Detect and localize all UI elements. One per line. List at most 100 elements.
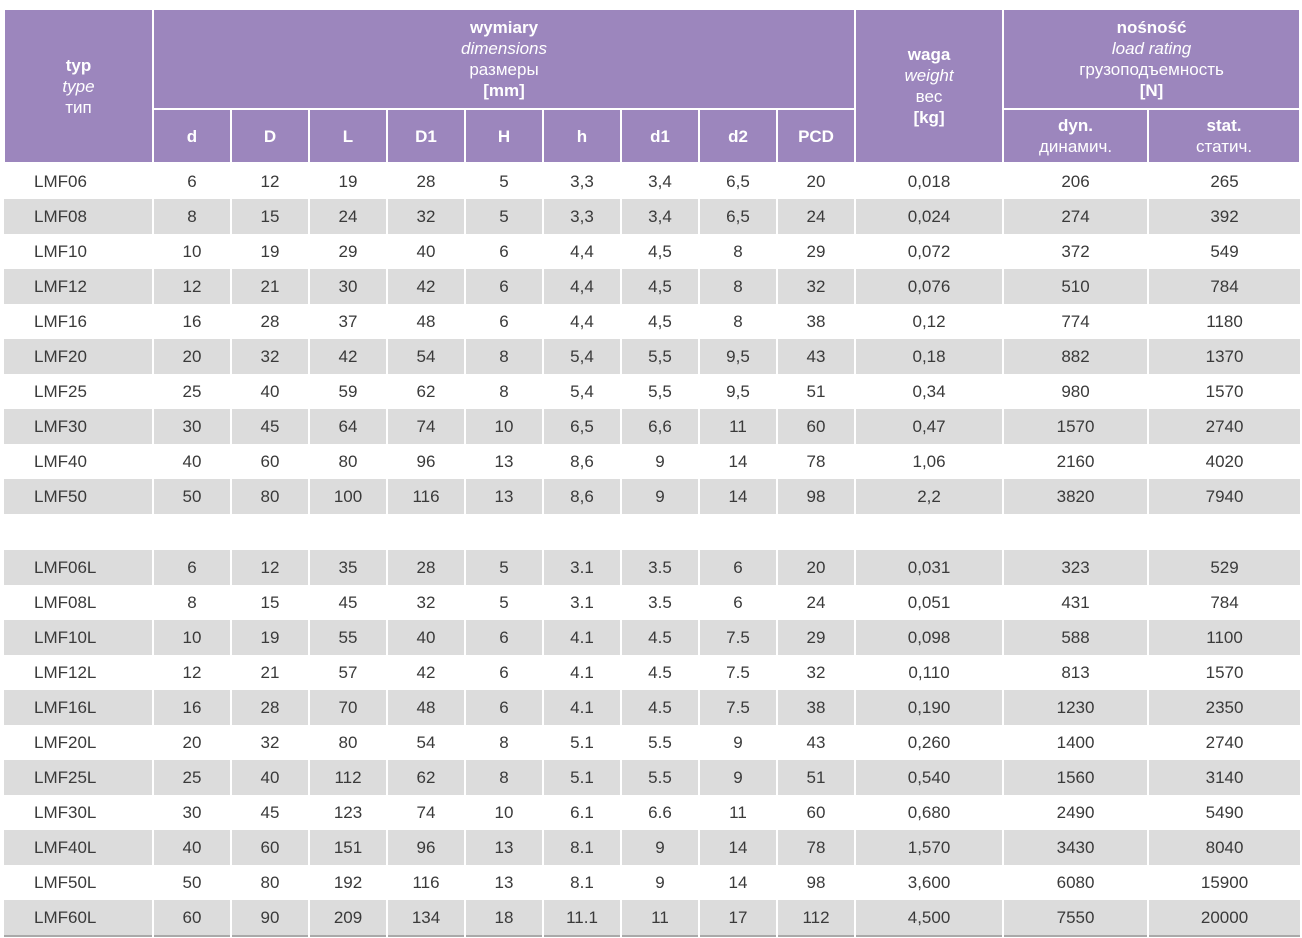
value-cell: 3430: [1002, 830, 1149, 865]
value-cell: 9: [620, 865, 699, 900]
header-weight: waga weight вес [kg]: [854, 8, 1005, 164]
value-cell: 0,34: [854, 374, 1004, 409]
value-cell: 3.5: [620, 550, 699, 585]
value-cell: 60: [775, 409, 856, 444]
value-cell: 20: [775, 163, 856, 199]
value-cell: 7.5: [698, 655, 777, 690]
value-cell: 784: [1147, 585, 1301, 620]
value-cell: 372: [1002, 234, 1149, 269]
header-col-PCD: PCD: [775, 108, 857, 164]
value-cell: 42: [386, 269, 465, 304]
type-cell: LMF06L: [4, 550, 153, 585]
value-cell: 5,5: [620, 339, 699, 374]
table-row: LMF16L 16 28 70 48 6 4.1 4.5 7.5 38 0,190 1230 2350: [4, 690, 1301, 725]
header-dimensions-ru: размеры: [469, 60, 539, 79]
value-cell: 9: [698, 760, 777, 795]
value-cell: 6: [464, 269, 543, 304]
value-cell: 13: [464, 479, 543, 514]
value-cell: 6,5: [698, 199, 777, 234]
value-cell: 78: [775, 830, 856, 865]
value-cell: 38: [775, 304, 856, 339]
value-cell: 5490: [1147, 795, 1301, 830]
value-cell: 21: [230, 269, 309, 304]
value-cell: 0,098: [854, 620, 1004, 655]
value-cell: 70: [308, 690, 387, 725]
value-cell: 43: [775, 339, 856, 374]
value-cell: 80: [308, 725, 387, 760]
value-cell: 3,3: [542, 199, 621, 234]
value-cell: 8.1: [542, 865, 621, 900]
value-cell: 0,110: [854, 655, 1004, 690]
value-cell: 11.1: [542, 900, 621, 936]
header-col-d2: d2: [698, 108, 778, 164]
type-cell: LMF60L: [4, 900, 153, 936]
value-cell: 0,024: [854, 199, 1004, 234]
type-cell: LMF50L: [4, 865, 153, 900]
value-cell: 6,5: [698, 163, 777, 199]
table-row: LMF06L 6 12 35 28 5 3.1 3.5 6 20 0,031 323 529: [4, 550, 1301, 585]
value-cell: 40: [386, 620, 465, 655]
header-load-en: load rating: [1111, 39, 1192, 58]
value-cell: 1230: [1002, 690, 1149, 725]
value-cell: 43: [775, 725, 856, 760]
value-cell: 45: [230, 795, 309, 830]
value-cell: 42: [386, 655, 465, 690]
value-cell: 3820: [1002, 479, 1149, 514]
value-cell: 8: [464, 374, 543, 409]
header-col-static: stat. статич.: [1147, 108, 1302, 164]
value-cell: 6.1: [542, 795, 621, 830]
value-cell: 28: [386, 550, 465, 585]
type-cell: LMF10L: [4, 620, 153, 655]
value-cell: 0,072: [854, 234, 1004, 269]
value-cell: 32: [230, 339, 309, 374]
value-cell: 265: [1147, 163, 1301, 199]
value-cell: 6: [464, 690, 543, 725]
value-cell: 274: [1002, 199, 1149, 234]
value-cell: 40: [152, 830, 231, 865]
value-cell: 8: [698, 234, 777, 269]
value-cell: 8: [152, 585, 231, 620]
type-cell: LMF12L: [4, 655, 153, 690]
value-cell: 37: [308, 304, 387, 339]
catalog-page: typ type тип wymiary dimensions размеры …: [0, 8, 1302, 938]
value-cell: 5: [464, 163, 543, 199]
value-cell: 11: [698, 409, 777, 444]
value-cell: 9: [620, 479, 699, 514]
table-row: LMF25L 25 40 112 62 8 5.1 5.5 9 51 0,540 1560 3140: [4, 760, 1301, 795]
value-cell: 60: [230, 830, 309, 865]
header-col-D1-label: D1: [415, 126, 437, 146]
value-cell: 4,5: [620, 304, 699, 339]
value-cell: 5: [464, 585, 543, 620]
value-cell: 0,12: [854, 304, 1004, 339]
value-cell: 8,6: [542, 479, 621, 514]
value-cell: 4020: [1147, 444, 1301, 479]
header-col-D: D: [230, 108, 310, 164]
header-stat-en: stat.: [1206, 116, 1242, 135]
value-cell: 6: [152, 163, 231, 199]
value-cell: 1,570: [854, 830, 1004, 865]
header-type-pl: typ: [65, 55, 92, 75]
value-cell: 6,6: [620, 409, 699, 444]
value-cell: 8040: [1147, 830, 1301, 865]
type-cell: LMF25: [4, 374, 153, 409]
value-cell: 7940: [1147, 479, 1301, 514]
value-cell: 50: [152, 479, 231, 514]
header-dimensions: wymiary dimensions размеры [mm]: [151, 8, 857, 110]
value-cell: 8: [698, 269, 777, 304]
value-cell: 323: [1002, 550, 1149, 585]
value-cell: 80: [230, 865, 309, 900]
value-cell: 59: [308, 374, 387, 409]
value-cell: 16: [152, 690, 231, 725]
value-cell: 62: [386, 760, 465, 795]
value-cell: 3,600: [854, 865, 1004, 900]
value-cell: 32: [386, 199, 465, 234]
value-cell: 6: [152, 550, 231, 585]
value-cell: 8.1: [542, 830, 621, 865]
value-cell: 12: [230, 550, 309, 585]
value-cell: 6.6: [620, 795, 699, 830]
value-cell: 19: [230, 620, 309, 655]
value-cell: 1570: [1002, 409, 1149, 444]
value-cell: 4,500: [854, 900, 1004, 936]
value-cell: 6,5: [542, 409, 621, 444]
table-row: LMF20L 20 32 80 54 8 5.1 5.5 9 43 0,260 1400 2740: [4, 725, 1301, 760]
